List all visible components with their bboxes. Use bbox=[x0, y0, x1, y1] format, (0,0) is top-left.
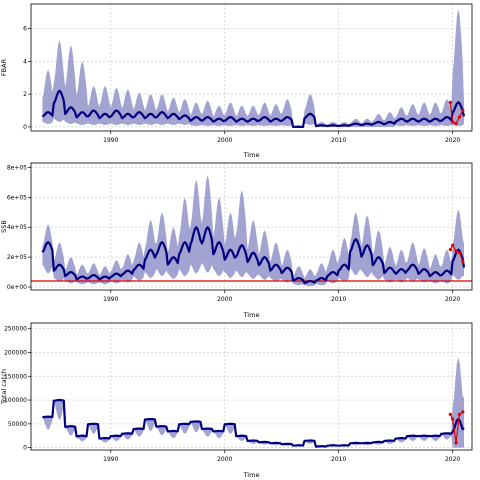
x-tick-label: 2000 bbox=[217, 456, 232, 463]
x-tick-label: 1990 bbox=[103, 296, 118, 303]
median-series-line bbox=[41, 226, 466, 285]
y-tick-label: 250000 bbox=[4, 326, 27, 333]
y-tick-label: 8e+05 bbox=[7, 164, 27, 171]
recent-point bbox=[457, 251, 462, 255]
y-tick-label: 150000 bbox=[4, 373, 27, 380]
x-tick-label: 1990 bbox=[103, 456, 118, 463]
recent-point bbox=[448, 100, 452, 104]
recent-point bbox=[451, 243, 455, 247]
x-tick-label: 2020 bbox=[445, 296, 460, 303]
chart-panel-2: 1990 2000 2010 2020 0e+00 2e+05 4e+05 6e+05 8e+0… bbox=[0, 162, 473, 319]
y-tick-label: 0 bbox=[23, 124, 27, 131]
recent-point bbox=[454, 122, 458, 126]
x-axis-label: Time bbox=[243, 311, 260, 319]
recent-point bbox=[451, 417, 455, 421]
x-tick-label: 2020 bbox=[445, 137, 460, 144]
x-tick-label: 2020 bbox=[445, 456, 460, 463]
y-tick-label: 100000 bbox=[4, 397, 27, 404]
x-axis-label: Time bbox=[243, 471, 260, 479]
y-tick-label: 2e+05 bbox=[7, 254, 27, 261]
recent-point bbox=[448, 412, 452, 416]
y-tick-label: 0 bbox=[23, 445, 27, 452]
chart-panel-3: 1990 2000 2010 2020 0 50000 100000 150000 200000… bbox=[0, 322, 473, 479]
uncertainty-band bbox=[42, 8, 465, 127]
x-tick-label: 2000 bbox=[217, 137, 232, 144]
x-tick-label: 1990 bbox=[103, 137, 118, 144]
chart-panel-1: 1990 2000 2010 2020 0 2 4 6 Time FBAR bbox=[0, 3, 473, 159]
x-axis-label: Time bbox=[243, 151, 260, 159]
recent-point bbox=[461, 108, 465, 113]
y-tick-label: 50000 bbox=[8, 421, 27, 428]
y-tick-label: 200000 bbox=[4, 349, 27, 356]
y-tick-label: 4e+05 bbox=[7, 224, 27, 231]
x-tick-label: 2010 bbox=[331, 296, 346, 303]
plot-frame bbox=[30, 322, 473, 451]
recent-point bbox=[454, 441, 458, 445]
recent-point bbox=[457, 115, 462, 119]
recent-point bbox=[457, 412, 462, 416]
x-tick-label: 2000 bbox=[217, 296, 232, 303]
y-axis-label: SSB bbox=[0, 220, 8, 233]
y-tick-label: 2 bbox=[23, 91, 27, 98]
plot-frame bbox=[30, 3, 473, 132]
median-series-line bbox=[42, 398, 465, 448]
y-axis-label: FBAR bbox=[0, 58, 8, 76]
uncertainty-band bbox=[42, 174, 465, 287]
median-series-line bbox=[41, 89, 466, 129]
recent-point bbox=[461, 410, 465, 414]
x-tick-label: 2010 bbox=[331, 456, 346, 463]
x-tick-label: 2010 bbox=[331, 137, 346, 144]
recent-point bbox=[451, 120, 455, 124]
y-tick-label: 0e+00 bbox=[7, 284, 27, 291]
plot-frame bbox=[30, 162, 473, 291]
y-axis-label: Total catch bbox=[0, 369, 8, 405]
recent-point bbox=[448, 248, 452, 252]
y-tick-label: 6e+05 bbox=[7, 194, 27, 201]
recent-point bbox=[454, 249, 458, 253]
y-tick-label: 4 bbox=[23, 58, 27, 65]
recent-point bbox=[461, 260, 465, 264]
uncertainty-band bbox=[42, 357, 465, 448]
y-tick-label: 6 bbox=[23, 26, 27, 33]
